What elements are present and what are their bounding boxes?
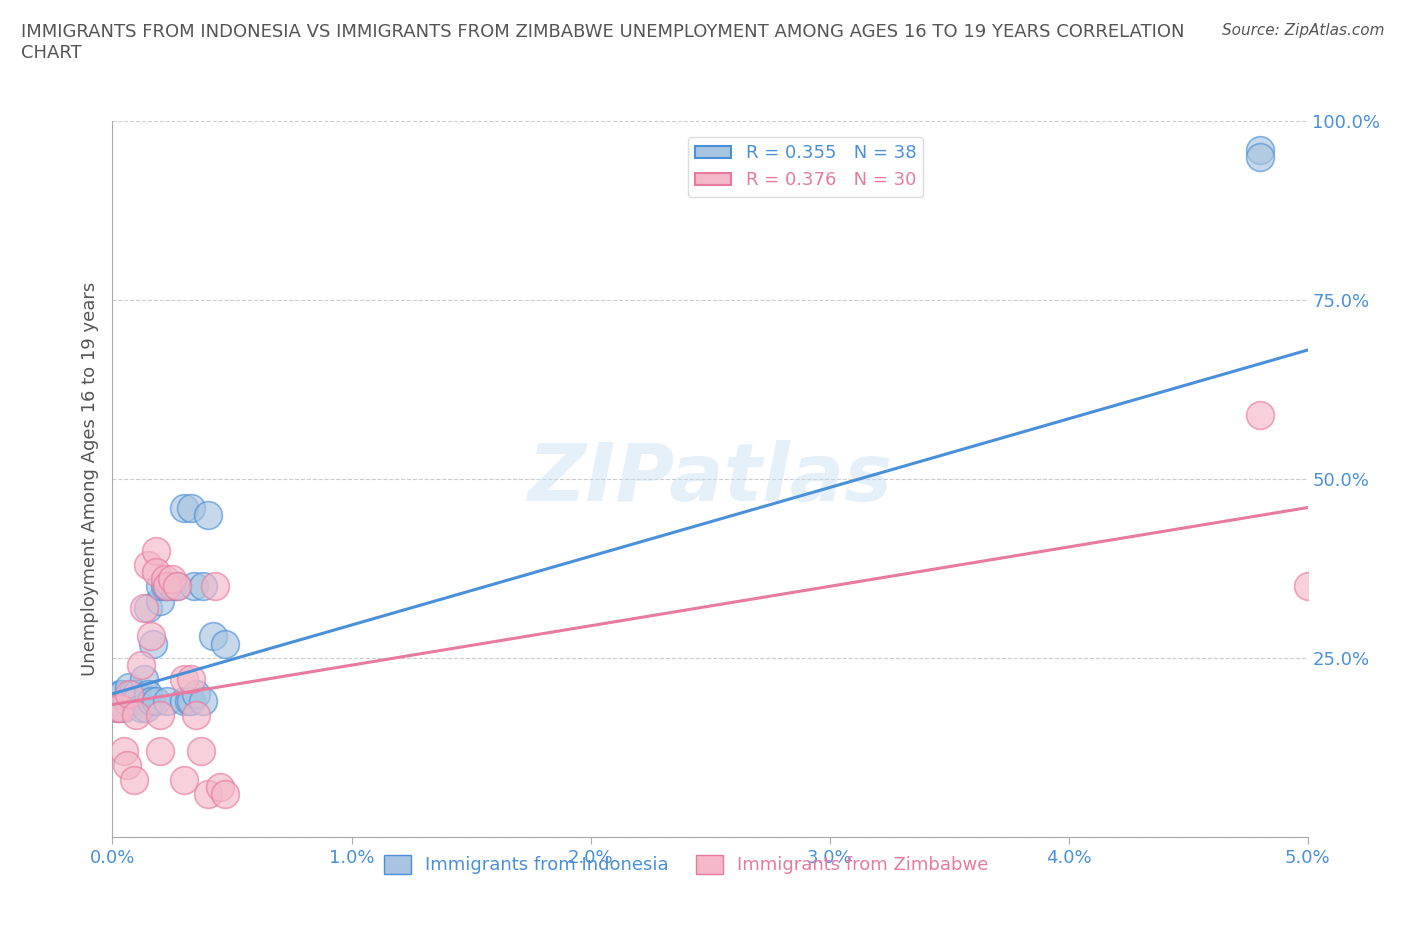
Point [190, 744, 212, 759]
Point [149, 708, 172, 723]
Point [214, 787, 236, 802]
Point [193, 578, 215, 594]
Point [183, 578, 205, 594]
Point [115, 758, 138, 773]
Point [105, 700, 128, 715]
Point [125, 686, 148, 701]
Point [132, 672, 155, 687]
Point [1296, 578, 1319, 594]
Point [214, 636, 236, 651]
Point [129, 700, 152, 715]
Point [193, 694, 215, 709]
Point [138, 557, 160, 572]
Point [1249, 142, 1271, 157]
Point [156, 578, 179, 594]
Point [1249, 407, 1271, 422]
Point [186, 686, 208, 701]
Point [139, 629, 162, 644]
Point [162, 578, 183, 594]
Point [125, 708, 148, 723]
Point [166, 578, 188, 594]
Point [149, 744, 172, 759]
Y-axis label: Unemployment Among Ages 16 to 19 years: Unemployment Among Ages 16 to 19 years [80, 282, 98, 676]
Legend: Immigrants from Indonesia, Immigrants from Zimbabwe: Immigrants from Indonesia, Immigrants fr… [377, 848, 995, 882]
Point [132, 601, 155, 616]
Point [145, 565, 167, 579]
Point [138, 601, 160, 616]
Point [180, 672, 202, 687]
Point [114, 700, 135, 715]
Point [197, 508, 219, 523]
Point [149, 578, 172, 594]
Point [145, 543, 167, 558]
Point [118, 679, 141, 694]
Point [139, 694, 162, 709]
Point [209, 779, 232, 794]
Point [173, 500, 195, 515]
Point [153, 572, 176, 587]
Text: ZIPatlas: ZIPatlas [527, 440, 893, 518]
Point [173, 772, 195, 787]
Point [118, 686, 141, 701]
Point [197, 787, 219, 802]
Point [156, 694, 179, 709]
Point [153, 578, 176, 594]
Text: IMMIGRANTS FROM INDONESIA VS IMMIGRANTS FROM ZIMBABWE UNEMPLOYMENT AMONG AGES 16: IMMIGRANTS FROM INDONESIA VS IMMIGRANTS … [21, 23, 1185, 62]
Point [177, 694, 200, 709]
Point [145, 694, 167, 709]
Point [162, 572, 183, 587]
Point [204, 578, 226, 594]
Point [173, 672, 195, 687]
Point [149, 593, 172, 608]
Point [122, 772, 145, 787]
Point [138, 686, 160, 701]
Point [1249, 150, 1271, 165]
Point [108, 686, 131, 701]
Point [121, 686, 143, 701]
Point [173, 694, 195, 709]
Point [180, 694, 202, 709]
Point [114, 744, 135, 759]
Point [142, 636, 165, 651]
Text: Source: ZipAtlas.com: Source: ZipAtlas.com [1222, 23, 1385, 38]
Point [125, 694, 148, 709]
Point [135, 700, 157, 715]
Point [166, 578, 188, 594]
Point [180, 500, 202, 515]
Point [111, 686, 134, 701]
Point [115, 694, 138, 709]
Point [201, 629, 224, 644]
Point [108, 700, 131, 715]
Point [186, 708, 208, 723]
Point [129, 658, 152, 672]
Point [156, 578, 179, 594]
Point [105, 700, 128, 715]
